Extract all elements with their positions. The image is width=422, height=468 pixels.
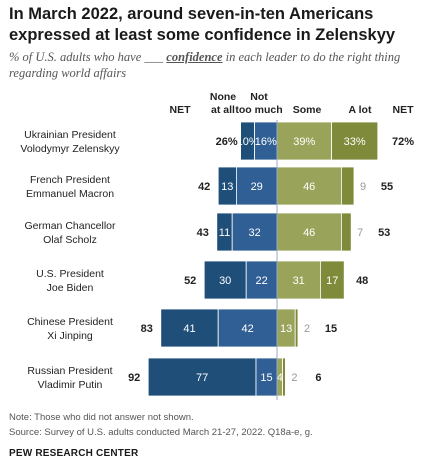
bar-none-at-all (203, 260, 247, 300)
subtitle-text-end: in each leader to do the right thing reg… (9, 50, 401, 80)
value-label-not-too-much: 29 (251, 181, 263, 193)
category-label-line2: Xi Jinping (47, 330, 93, 342)
value-label-a-lot: 33% (344, 136, 366, 148)
subtitle-text-start: % of U.S. adults who have (9, 50, 145, 64)
value-label-none-at-all: 13 (221, 181, 233, 193)
value-label-not-too-much: 15 (260, 372, 272, 384)
net-negative-label: 52 (184, 275, 196, 287)
value-label-not-too-much: 16% (255, 136, 277, 148)
value-label-not-too-much: 32 (248, 227, 260, 239)
header-a-lot: A lot (349, 104, 372, 116)
value-label-some: 13 (280, 323, 292, 335)
bar-a-lot (294, 308, 299, 348)
net-positive-label: 72% (392, 136, 414, 148)
value-label-none-at-all: 11 (219, 227, 230, 239)
value-label-a-lot: 2 (304, 323, 310, 335)
bar-a-lot (331, 121, 379, 161)
header-some: Some (293, 104, 322, 116)
bar-a-lot (340, 212, 352, 252)
value-label-a-lot: 17 (326, 275, 338, 287)
net-positive-label: 53 (378, 227, 390, 239)
category-label-line1: U.S. President (36, 268, 104, 280)
category-label-line2: Vladimir Putin (38, 379, 103, 391)
category-label-line1: Russian President (27, 365, 112, 377)
bar-none-at-all (147, 357, 257, 397)
category-label-line2: Emmanuel Macron (26, 188, 114, 200)
category-label-line1: Ukrainian President (24, 129, 116, 141)
bar-a-lot (282, 357, 286, 397)
subtitle-confidence: confidence (166, 50, 223, 64)
category-label-line1: German Chancellor (24, 220, 116, 232)
bar-a-lot (319, 260, 345, 300)
net-negative-label: 43 (197, 227, 209, 239)
value-label-some: 39% (293, 136, 315, 148)
value-label-a-lot: 2 (291, 372, 297, 384)
bar-none-at-all (160, 308, 219, 348)
bar-not-too-much (245, 260, 278, 300)
category-label-line2: Olaf Scholz (43, 234, 97, 246)
bar-not-too-much (231, 212, 278, 252)
value-label-not-too-much: 22 (255, 275, 267, 287)
net-negative-label: 83 (141, 323, 153, 335)
header-not-too-much-line1: Not (250, 91, 268, 103)
value-label-none-at-all: 77 (196, 372, 208, 384)
value-label-some: 4 (277, 372, 283, 384)
category-label-line2: Volodymyr Zelenskyy (20, 143, 120, 155)
header-none-at-all-line2: at all (211, 104, 235, 116)
bar-not-too-much (217, 308, 278, 348)
net-positive-label: 48 (356, 275, 368, 287)
net-positive-label: 55 (381, 181, 393, 193)
subtitle-blank: ___ (144, 50, 164, 64)
net-positive-label: 15 (325, 323, 337, 335)
chart-note: Note: Those who did not answer not shown… (9, 412, 194, 423)
value-label-none-at-all: 10% (237, 136, 259, 148)
header-not-too-much-line2: too much (235, 104, 282, 116)
value-label-some: 46 (303, 181, 315, 193)
header-net-negative: NET (170, 104, 192, 116)
chart-title: In March 2022, around seven-in-ten Ameri… (9, 5, 396, 44)
category-label-line1: Chinese President (27, 316, 113, 328)
value-label-none-at-all: 30 (219, 275, 231, 287)
net-negative-label: 26% (216, 136, 238, 148)
chart-source: Source: Survey of U.S. adults conducted … (9, 427, 313, 438)
brand-logo-text: PEW RESEARCH CENTER (9, 448, 139, 459)
header-none-at-all-line1: None (210, 91, 236, 103)
net-positive-label: 6 (315, 372, 321, 384)
category-label-line2: Joe Biden (47, 282, 94, 294)
category-label-line1: French President (30, 174, 110, 186)
bar-some (276, 260, 321, 300)
bar-not-too-much (235, 166, 278, 206)
value-label-none-at-all: 41 (183, 323, 195, 335)
value-label-a-lot: 7 (357, 227, 363, 239)
value-label-a-lot: 9 (360, 181, 366, 193)
bar-a-lot (340, 166, 355, 206)
net-negative-label: 42 (198, 181, 210, 193)
value-label-not-too-much: 42 (241, 323, 253, 335)
chart-subtitle: % of U.S. adults who have ___ confidence… (9, 49, 414, 81)
net-negative-label: 92 (128, 372, 140, 384)
value-label-some: 31 (293, 275, 305, 287)
header-net-positive: NET (393, 104, 415, 116)
value-label-some: 46 (303, 227, 315, 239)
